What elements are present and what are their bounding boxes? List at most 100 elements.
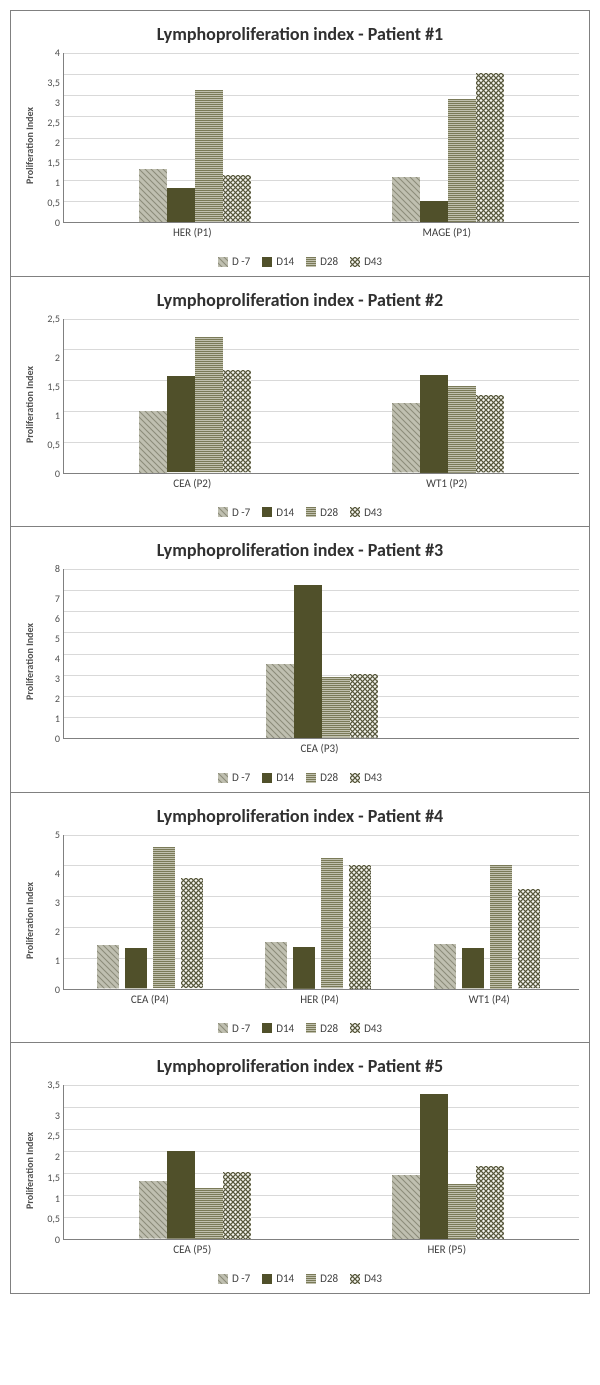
bar (153, 847, 181, 988)
bar (490, 865, 518, 989)
bar (392, 1175, 420, 1239)
y-tick-label: 4 (55, 48, 60, 58)
y-tick-label: 3 (55, 98, 60, 108)
bar (223, 1172, 251, 1239)
plot-area (63, 53, 579, 223)
legend-item: D28 (306, 255, 338, 268)
bar (349, 865, 377, 989)
bar (321, 858, 349, 988)
legend-label: D14 (276, 1272, 294, 1285)
legend: D -7D14D28D43 (21, 1016, 579, 1037)
bar (294, 585, 322, 738)
legend-label: D43 (364, 506, 382, 519)
bar (195, 1188, 223, 1239)
y-tick-label: 4 (55, 654, 60, 664)
x-label: WT1 (P4) (404, 993, 574, 1006)
y-tick-label: 2,5 (47, 1131, 60, 1141)
bar (420, 1094, 448, 1239)
y-axis-label: Proliferation Index (21, 53, 38, 239)
bar (448, 386, 476, 473)
legend-item: D -7 (218, 771, 250, 784)
chart-title: Lymphoproliferation index - Patient #4 (21, 805, 579, 827)
legend: D -7D14D28D43 (21, 500, 579, 521)
bar (420, 201, 448, 222)
y-tick-label: 0 (55, 985, 60, 995)
y-tick-label: 2 (55, 694, 60, 704)
bar-group (392, 375, 504, 473)
x-labels: CEA (P3) (60, 739, 579, 755)
chart-panel: Lymphoproliferation index - Patient #1Pr… (10, 10, 590, 277)
bar (266, 664, 294, 738)
x-label: HER (P5) (320, 1243, 575, 1256)
bar (293, 947, 321, 989)
y-axis-label: Proliferation Index (21, 319, 38, 490)
bar (139, 1181, 167, 1239)
bar (476, 73, 504, 222)
x-labels: CEA (P5)HER (P5) (60, 1240, 579, 1256)
x-label: HER (P4) (235, 993, 405, 1006)
bar-group (392, 1094, 504, 1239)
legend-label: D28 (320, 771, 338, 784)
charts-container: Lymphoproliferation index - Patient #1Pr… (10, 10, 590, 1294)
x-labels: CEA (P4)HER (P4)WT1 (P4) (60, 990, 579, 1006)
bar (322, 677, 350, 738)
bar-group (139, 90, 251, 222)
chart-panel: Lymphoproliferation index - Patient #4 Pr… (10, 792, 590, 1044)
y-tick-label: 2 (55, 353, 60, 363)
bar-group (392, 73, 504, 222)
legend-label: D43 (364, 1022, 382, 1035)
legend-label: D -7 (232, 771, 250, 784)
y-tick-label: 6 (55, 614, 60, 624)
y-ticks: 543210 (38, 835, 63, 990)
bar-group (434, 865, 546, 989)
y-tick-label: 5 (55, 830, 60, 840)
bar (420, 375, 448, 473)
plot-area (63, 1085, 579, 1240)
legend-item: D28 (306, 1272, 338, 1285)
bar (434, 944, 462, 989)
y-ticks: 3,532,521,510,50 (38, 1085, 63, 1240)
bar (518, 889, 546, 988)
legend-label: D14 (276, 506, 294, 519)
y-ticks: 2,521,510,50 (38, 319, 63, 474)
legend-item: D43 (350, 1022, 382, 1035)
y-tick-label: 3 (55, 674, 60, 684)
legend-item: D43 (350, 1272, 382, 1285)
legend-label: D -7 (232, 1022, 250, 1035)
bar (448, 99, 476, 222)
y-tick-label: 3 (55, 898, 60, 908)
legend-label: D28 (320, 1022, 338, 1035)
legend-label: D28 (320, 1272, 338, 1285)
bar (476, 1166, 504, 1239)
legend-item: D28 (306, 1022, 338, 1035)
chart-panel: Lymphoproliferation index - Patient #5Pr… (10, 1042, 590, 1294)
bar (195, 90, 223, 222)
y-tick-label: 1,5 (47, 382, 60, 392)
y-tick-label: 2,5 (47, 314, 60, 324)
bar-group (97, 847, 209, 988)
y-tick-label: 0 (55, 218, 60, 228)
x-labels: HER (P1)MAGE (P1) (60, 223, 579, 239)
bar (392, 403, 420, 472)
x-label: CEA (P2) (65, 477, 320, 490)
legend-item: D14 (262, 506, 294, 519)
legend-label: D43 (364, 255, 382, 268)
y-tick-label: 1 (55, 178, 60, 188)
plot-area (63, 569, 579, 739)
x-label: CEA (P3) (65, 742, 574, 755)
legend-item: D43 (350, 506, 382, 519)
y-axis-label: Proliferation Index (21, 835, 38, 1006)
legend-label: D -7 (232, 1272, 250, 1285)
y-tick-label: 0 (55, 469, 60, 479)
legend-label: D43 (364, 1272, 382, 1285)
legend-item: D14 (262, 255, 294, 268)
bar (462, 948, 490, 988)
legend-item: D14 (262, 1272, 294, 1285)
y-tick-label: 1 (55, 411, 60, 421)
bar-group (139, 337, 251, 472)
legend: D -7 D14 D28 D43 (21, 1266, 579, 1287)
x-labels: CEA (P2)WT1 (P2) (60, 474, 579, 490)
plot-area (63, 319, 579, 474)
x-label: CEA (P5) (65, 1243, 320, 1256)
bar (139, 169, 167, 222)
